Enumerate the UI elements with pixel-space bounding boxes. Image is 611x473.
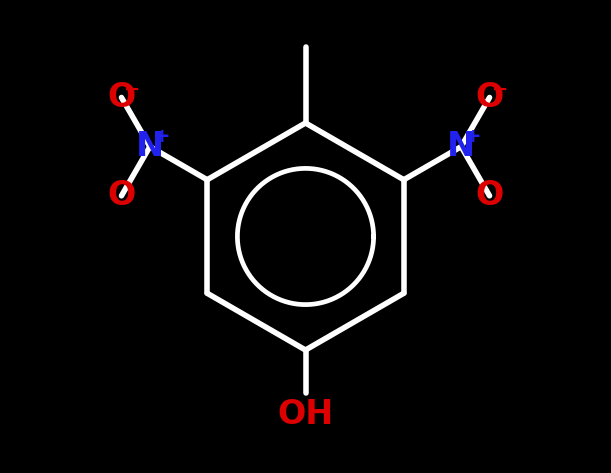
Text: O: O xyxy=(108,81,136,114)
Text: OH: OH xyxy=(277,398,334,431)
Text: N: N xyxy=(136,130,164,163)
Text: O: O xyxy=(108,179,136,212)
Text: −: − xyxy=(123,79,140,98)
Text: O: O xyxy=(475,179,503,212)
Text: O: O xyxy=(475,81,503,114)
Text: +: + xyxy=(465,127,481,146)
Text: +: + xyxy=(153,127,170,146)
Text: N: N xyxy=(447,130,475,163)
Text: −: − xyxy=(492,79,508,98)
